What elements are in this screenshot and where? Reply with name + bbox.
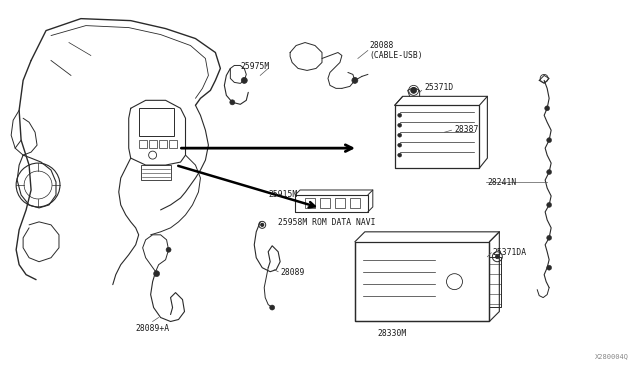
Text: 25975M: 25975M (240, 62, 269, 71)
Circle shape (547, 170, 552, 174)
Text: X280004Q: X280004Q (595, 353, 629, 359)
Circle shape (352, 77, 358, 83)
Circle shape (397, 113, 402, 117)
Text: 25371D: 25371D (424, 83, 454, 92)
Circle shape (547, 202, 552, 208)
Bar (320, 198, 330, 208)
Circle shape (545, 106, 550, 111)
Bar (139, 108, 173, 136)
Bar (159, 140, 166, 148)
Bar (305, 198, 315, 208)
Bar (141, 165, 171, 180)
Circle shape (154, 271, 159, 277)
Circle shape (547, 138, 552, 143)
Bar (355, 242, 490, 321)
Text: 25371DA: 25371DA (492, 248, 527, 257)
Text: 28387: 28387 (454, 125, 479, 134)
Bar (350, 198, 360, 208)
Circle shape (397, 153, 402, 157)
Circle shape (260, 223, 264, 226)
Text: 28330M: 28330M (378, 330, 407, 339)
Bar (335, 198, 345, 208)
Bar (148, 140, 157, 148)
Circle shape (230, 100, 235, 105)
Text: 28241N: 28241N (488, 178, 516, 187)
Circle shape (397, 123, 402, 127)
Bar (168, 140, 177, 148)
Text: 28088
(CABLE-USB): 28088 (CABLE-USB) (370, 41, 424, 60)
Circle shape (547, 265, 552, 270)
Circle shape (495, 255, 499, 259)
Text: 25915M: 25915M (268, 190, 298, 199)
Circle shape (241, 77, 247, 83)
Circle shape (547, 235, 552, 240)
Circle shape (411, 87, 417, 93)
Circle shape (166, 247, 171, 252)
Bar (139, 140, 147, 148)
Circle shape (269, 305, 275, 310)
Text: 28089+A: 28089+A (136, 324, 170, 333)
Circle shape (397, 133, 402, 137)
Text: 28089: 28089 (280, 268, 305, 277)
Circle shape (397, 143, 402, 147)
Text: 25958M ROM DATA NAVI: 25958M ROM DATA NAVI (278, 218, 376, 227)
